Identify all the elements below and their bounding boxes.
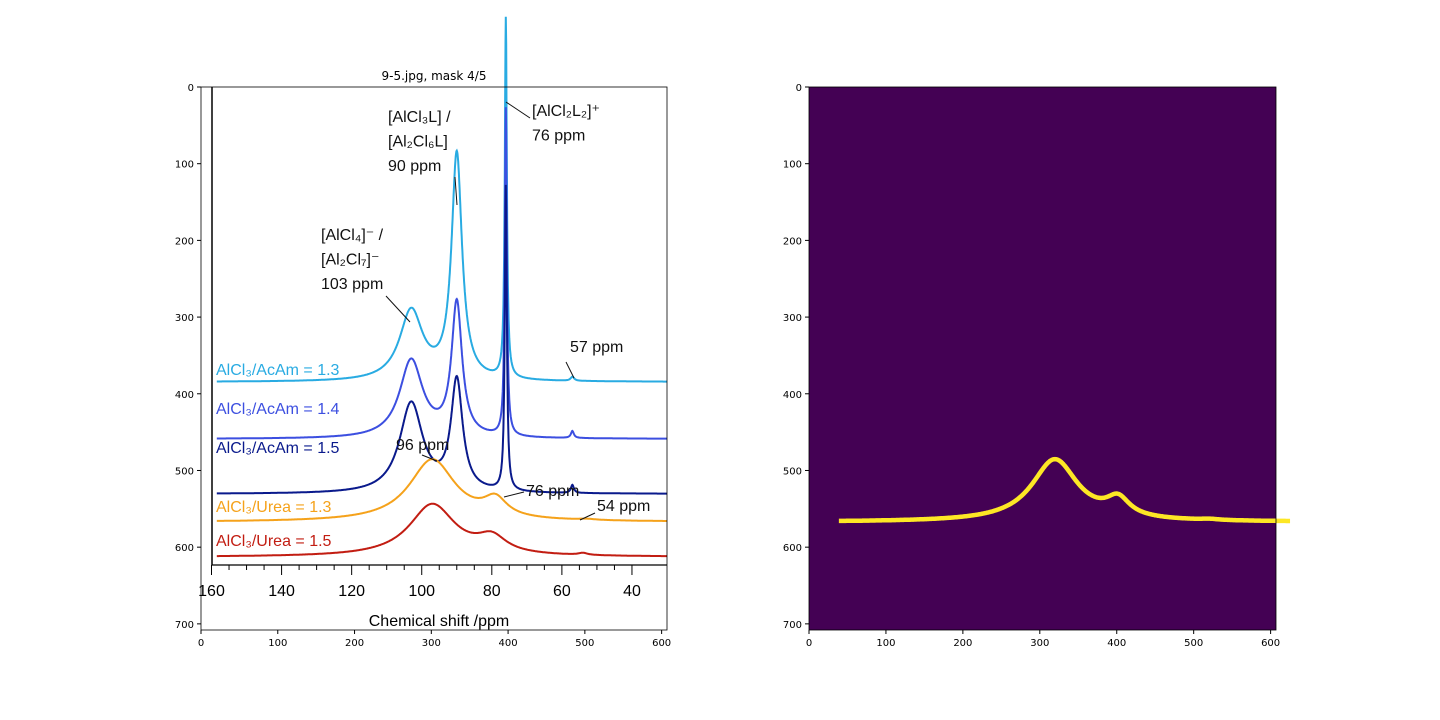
inner-x-label: Chemical shift /ppm [369,613,510,630]
annotation: 57 ppm [570,339,623,356]
spectrum-curve [216,458,667,522]
inner-x-tick-label: 140 [268,583,295,600]
spectrum-curve [216,184,667,495]
annotation-leader [503,491,525,498]
panel-title: 9-5.jpg, mask 4/5 [382,69,487,83]
y-tick-label: 600 [175,543,194,554]
y-tick-label: 500 [783,466,802,477]
y-tick-label: 100 [175,160,194,171]
spectrum-curve [216,502,667,558]
x-tick-label: 300 [1030,638,1049,649]
x-tick-label: 600 [652,638,671,649]
series-label: AlCl₃/AcAm = 1.5 [216,440,340,457]
y-tick-label: 0 [796,83,802,94]
y-tick-label: 700 [175,620,194,631]
axes-frame [808,86,1277,631]
y-tick-label: 200 [175,236,194,247]
annotation-leader [421,454,438,462]
x-tick-label: 500 [1184,638,1203,649]
x-tick-label: 200 [953,638,972,649]
x-tick-label: 400 [1107,638,1126,649]
image-bg [201,87,667,630]
y-tick-label: 100 [783,160,802,171]
y-tick-label: 400 [175,390,194,401]
y-tick-label: 700 [783,620,802,631]
annotation: [AlCl₂L₂]⁺ [532,103,600,120]
x-tick-label: 0 [198,638,204,649]
annotation-leader [385,295,411,323]
spectrum-curve [216,107,667,440]
annotation: 76 ppm [526,483,579,500]
inner-x-tick-label: 120 [338,583,365,600]
annotation: 90 ppm [388,158,441,175]
x-tick-label: 600 [1261,638,1280,649]
x-tick-label: 500 [575,638,594,649]
spectrum-curve [216,16,667,383]
annotation: 54 ppm [597,498,650,515]
x-tick-label: 100 [268,638,287,649]
x-tick-label: 100 [876,638,895,649]
y-tick-label: 200 [783,236,802,247]
mask-bg [809,87,1276,630]
inner-x-tick-label: 60 [553,583,571,600]
y-tick-label: 400 [783,390,802,401]
inner-x-tick-label: 40 [623,583,641,600]
annotation: 103 ppm [321,276,383,293]
x-tick-label: 400 [499,638,518,649]
annotation-leader [505,101,531,119]
embedded-image: 160 140 120 100 80 60 40 Chemical shift /ppm AlC… [198,16,667,630]
mask-curve [836,456,1292,524]
annotation: [Al₂Cl₇]⁻ [321,252,379,269]
annotation-leader [565,361,575,379]
series-label: AlCl₃/Urea = 1.5 [216,533,332,550]
x-tick-label: 200 [345,638,364,649]
annotation: [Al₂Cl₆L] [388,134,448,151]
inner-x-tick-label: 80 [483,583,501,600]
annotation: [AlCl₄]⁻ / [321,227,384,244]
mask-curve-group [836,456,1292,524]
series-label: AlCl₃/AcAm = 1.3 [216,362,340,379]
x-tick-label: 300 [422,638,441,649]
inner-x-tick-label: 100 [408,583,435,600]
inner-x-tick-label: 160 [198,583,225,600]
y-tick-label: 300 [175,313,194,324]
annotation-leader [454,176,458,206]
annotation: [AlCl₃L] / [388,109,451,126]
series-label: AlCl₃/Urea = 1.3 [216,499,332,516]
annotation: 76 ppm [532,128,585,145]
annotation: 96 ppm [396,437,449,454]
annotation-leader [579,512,596,521]
y-tick-label: 500 [175,466,194,477]
x-tick-label: 0 [806,638,812,649]
axes-frame [200,86,668,631]
series-label: AlCl₃/AcAm = 1.4 [216,401,340,418]
y-tick-label: 0 [188,83,194,94]
y-tick-label: 600 [783,543,802,554]
y-tick-label: 300 [783,313,802,324]
